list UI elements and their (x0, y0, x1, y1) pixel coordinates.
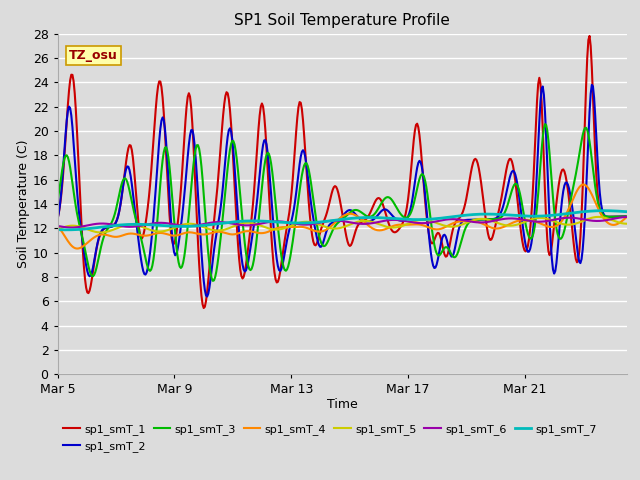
sp1_smT_1 (363, 215, 371, 221)
sp1_smT_7 (54, 227, 61, 232)
sp1_smT_3 (623, 214, 631, 219)
sp1_smT_5 (595, 214, 602, 220)
X-axis label: Time: Time (327, 398, 358, 411)
sp1_smT_6 (611, 216, 618, 221)
sp1_smT_1 (623, 214, 631, 219)
Line: sp1_smT_7: sp1_smT_7 (58, 211, 627, 230)
sp1_smT_2 (204, 294, 211, 300)
sp1_smT_6 (67, 225, 75, 230)
sp1_smT_2 (394, 217, 402, 223)
sp1_smT_2 (522, 242, 529, 248)
sp1_smT_5 (325, 225, 333, 231)
Legend: sp1_smT_1, sp1_smT_2, sp1_smT_3, sp1_smT_4, sp1_smT_5, sp1_smT_6, sp1_smT_7: sp1_smT_1, sp1_smT_2, sp1_smT_3, sp1_smT… (63, 424, 597, 452)
sp1_smT_5 (329, 226, 337, 231)
sp1_smT_1 (394, 228, 402, 233)
sp1_smT_7 (612, 208, 620, 214)
sp1_smT_6 (363, 221, 371, 227)
sp1_smT_3 (54, 199, 61, 204)
sp1_smT_5 (623, 221, 631, 227)
sp1_smT_6 (522, 217, 529, 223)
sp1_smT_3 (612, 214, 620, 219)
sp1_smT_1 (54, 216, 61, 221)
sp1_smT_4 (623, 214, 631, 219)
sp1_smT_7 (623, 209, 631, 215)
sp1_smT_1 (586, 33, 593, 39)
sp1_smT_1 (325, 201, 333, 206)
sp1_smT_6 (325, 218, 333, 224)
Line: sp1_smT_6: sp1_smT_6 (58, 217, 627, 228)
Line: sp1_smT_5: sp1_smT_5 (58, 217, 627, 232)
sp1_smT_6 (394, 217, 402, 223)
sp1_smT_4 (580, 181, 588, 187)
sp1_smT_5 (612, 218, 620, 224)
sp1_smT_4 (363, 221, 371, 227)
sp1_smT_2 (329, 220, 337, 226)
Y-axis label: Soil Temperature (C): Soil Temperature (C) (17, 140, 30, 268)
sp1_smT_7 (325, 218, 333, 224)
sp1_smT_1 (522, 249, 529, 254)
Line: sp1_smT_4: sp1_smT_4 (58, 184, 627, 249)
Line: sp1_smT_2: sp1_smT_2 (58, 85, 627, 297)
sp1_smT_3 (209, 278, 217, 284)
sp1_smT_4 (54, 224, 61, 229)
sp1_smT_2 (363, 218, 371, 224)
Title: SP1 Soil Temperature Profile: SP1 Soil Temperature Profile (234, 13, 451, 28)
sp1_smT_5 (522, 218, 529, 224)
sp1_smT_2 (623, 214, 631, 219)
sp1_smT_4 (612, 222, 620, 228)
sp1_smT_5 (394, 224, 402, 230)
sp1_smT_2 (612, 214, 620, 219)
sp1_smT_7 (600, 208, 607, 214)
sp1_smT_2 (54, 216, 61, 222)
sp1_smT_4 (329, 222, 337, 228)
sp1_smT_4 (73, 246, 81, 252)
Line: sp1_smT_3: sp1_smT_3 (58, 124, 627, 281)
sp1_smT_4 (325, 225, 333, 230)
sp1_smT_7 (363, 215, 371, 220)
sp1_smT_7 (329, 217, 337, 223)
sp1_smT_6 (329, 218, 337, 224)
sp1_smT_1 (329, 187, 337, 193)
Text: TZ_osu: TZ_osu (69, 49, 118, 62)
sp1_smT_1 (612, 214, 620, 219)
sp1_smT_4 (394, 222, 402, 228)
sp1_smT_5 (97, 229, 105, 235)
sp1_smT_7 (522, 213, 529, 219)
sp1_smT_3 (541, 121, 549, 127)
sp1_smT_5 (363, 218, 371, 224)
sp1_smT_3 (329, 228, 337, 233)
sp1_smT_7 (63, 227, 70, 233)
sp1_smT_3 (522, 221, 529, 227)
sp1_smT_5 (54, 227, 61, 232)
sp1_smT_3 (325, 235, 333, 241)
sp1_smT_2 (588, 82, 596, 88)
sp1_smT_6 (623, 214, 631, 220)
sp1_smT_3 (394, 207, 402, 213)
sp1_smT_6 (54, 223, 61, 229)
sp1_smT_2 (325, 222, 333, 228)
sp1_smT_1 (200, 305, 207, 311)
sp1_smT_7 (394, 216, 402, 222)
Line: sp1_smT_1: sp1_smT_1 (58, 36, 627, 308)
sp1_smT_3 (363, 213, 371, 219)
sp1_smT_4 (522, 217, 529, 223)
